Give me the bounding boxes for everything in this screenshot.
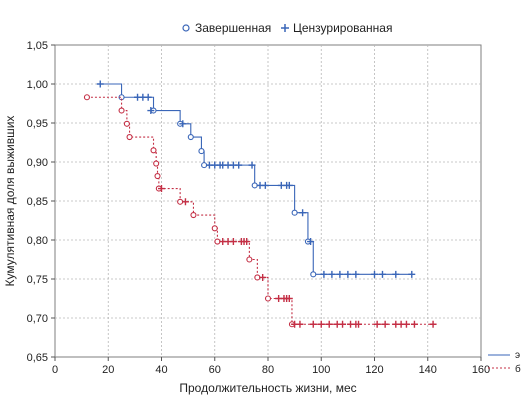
completed-event-point	[201, 162, 208, 169]
censored-point	[371, 270, 378, 278]
completed-event-point	[154, 172, 161, 180]
x-tick-label: 160	[472, 364, 490, 376]
legend-entry-completed: Завершенная	[195, 21, 271, 35]
completed-event-point	[291, 209, 298, 216]
completed-event-point	[310, 271, 317, 278]
completed-event-point	[150, 147, 157, 154]
completed-event-point	[246, 256, 253, 263]
censored-point	[392, 270, 400, 278]
censored-point	[320, 270, 328, 278]
y-tick-label: 1,05	[27, 40, 48, 52]
censored-point	[181, 198, 189, 206]
completed-event-point	[254, 274, 261, 281]
censored-point	[339, 320, 347, 328]
censored-point	[429, 320, 437, 328]
censored-point	[344, 270, 352, 278]
censored-point	[261, 181, 269, 189]
x-tick-label: 80	[262, 364, 274, 376]
completed-event-point	[251, 182, 258, 189]
censored-point	[147, 107, 155, 115]
censored-point	[248, 161, 256, 169]
completed-event-point	[153, 160, 160, 167]
completed-event-point	[211, 225, 218, 232]
series-e	[96, 80, 416, 278]
censored-point	[179, 120, 187, 128]
censored-point	[307, 238, 315, 246]
legend-plus-icon	[281, 24, 289, 32]
x-tick-label: 120	[365, 364, 383, 376]
censored-point	[325, 320, 333, 328]
legend: Завершенная Цензурированная	[182, 21, 392, 35]
censored-point	[352, 270, 360, 278]
series-b	[83, 94, 437, 328]
completed-event-point	[187, 133, 194, 141]
y-axis-ticks: 0,65 0,70 0,75 0,80 0,85 0,90 0,95 1,00 1,05	[27, 40, 55, 364]
censored-point	[317, 320, 325, 328]
x-axis-ticks: 0 20 40 60 80 100 120 140 160	[52, 357, 490, 376]
censored-point	[229, 238, 237, 246]
x-tick-label: 0	[52, 364, 58, 376]
completed-event-point	[214, 238, 221, 245]
x-tick-label: 40	[155, 364, 167, 376]
x-tick-label: 100	[312, 364, 330, 376]
y-tick-label: 0,65	[27, 352, 48, 364]
censored-point	[410, 320, 418, 328]
censored-point	[144, 93, 152, 101]
y-axis-title: Кумулятивная доля выживших	[3, 116, 17, 287]
censored-point	[355, 320, 363, 328]
side-legend: э б	[488, 350, 521, 375]
censored-point	[328, 270, 336, 278]
censored-point	[336, 270, 344, 278]
completed-event-point	[118, 107, 125, 114]
censored-point	[235, 161, 243, 169]
censored-point	[381, 320, 389, 328]
completed-event-point	[177, 198, 184, 205]
grid-lines	[55, 45, 481, 357]
completed-event-point	[198, 148, 205, 155]
legend-circle-icon	[182, 24, 190, 32]
completed-event-point	[264, 295, 272, 302]
y-tick-label: 0,75	[27, 274, 48, 286]
censored-point	[158, 185, 165, 193]
x-tick-label: 20	[102, 364, 114, 376]
censored-point	[259, 273, 267, 281]
censored-point	[408, 270, 416, 278]
censored-point	[373, 320, 381, 328]
x-tick-label: 140	[419, 364, 437, 376]
y-tick-label: 0,85	[27, 196, 48, 208]
y-tick-label: 0,90	[27, 157, 48, 169]
censored-point	[378, 270, 386, 278]
y-tick-label: 0,80	[27, 235, 48, 247]
series-layer	[83, 80, 437, 328]
x-tick-label: 60	[209, 364, 221, 376]
censored-point	[243, 238, 251, 246]
censored-point	[296, 320, 304, 328]
completed-event-point	[126, 133, 133, 141]
censored-point	[402, 320, 410, 328]
y-tick-label: 0,95	[27, 118, 48, 130]
censored-point	[299, 209, 307, 217]
completed-event-point	[83, 94, 90, 101]
completed-event-point	[190, 211, 197, 219]
censored-point	[309, 320, 317, 328]
x-axis-title: Продолжительность жизни, мес	[179, 381, 356, 395]
y-tick-label: 0,70	[27, 313, 48, 325]
y-tick-label: 1,00	[27, 79, 48, 91]
completed-event-point	[123, 120, 130, 127]
censored-point	[285, 181, 293, 189]
censored-point	[96, 80, 104, 88]
side-legend-label-e: э	[515, 350, 520, 361]
side-legend-label-b: б	[515, 363, 521, 375]
legend-entry-censored: Цензурированная	[293, 21, 392, 35]
censored-point	[285, 295, 293, 302]
